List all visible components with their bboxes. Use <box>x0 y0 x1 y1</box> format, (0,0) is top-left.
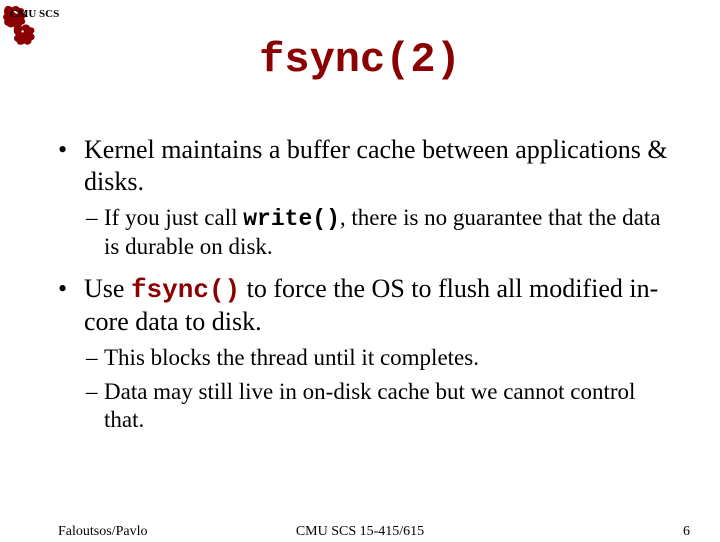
footer-page-number: 6 <box>683 524 690 540</box>
bullet-text: Use fsync() to force the OS to flush all… <box>84 273 680 338</box>
sub-text: If you just call write(), there is no gu… <box>104 204 680 261</box>
bullet-text: Kernel maintains a buffer cache between … <box>84 134 680 198</box>
header-label: CMU SCS <box>10 8 59 20</box>
sub-marker: – <box>86 378 104 406</box>
sub-bullet-item: – Data may still live in on-disk cache b… <box>86 378 680 434</box>
slide-content: • Kernel maintains a buffer cache betwee… <box>58 134 680 446</box>
code-inline-red: fsync() <box>131 275 240 305</box>
bullet-item: • Use fsync() to force the OS to flush a… <box>58 273 680 338</box>
sub-bullet-item: – This blocks the thread until it comple… <box>86 344 680 372</box>
slide-title: fsync(2) <box>0 36 720 84</box>
sub-marker: – <box>86 344 104 372</box>
sub-pre: If you just call <box>104 205 243 230</box>
footer-course: CMU SCS 15-415/615 <box>0 524 720 540</box>
code-inline: write() <box>243 206 340 232</box>
bullet-marker: • <box>58 273 84 305</box>
bullet-marker: • <box>58 134 84 166</box>
slide-header: CMU SCS <box>10 8 59 20</box>
sub-bullet-item: – If you just call write(), there is no … <box>86 204 680 261</box>
sub-marker: – <box>86 204 104 232</box>
bullet-item: • Kernel maintains a buffer cache betwee… <box>58 134 680 198</box>
bullet-pre: Use <box>84 274 131 303</box>
sub-text: Data may still live in on-disk cache but… <box>104 378 680 434</box>
sub-text: This blocks the thread until it complete… <box>104 344 479 372</box>
